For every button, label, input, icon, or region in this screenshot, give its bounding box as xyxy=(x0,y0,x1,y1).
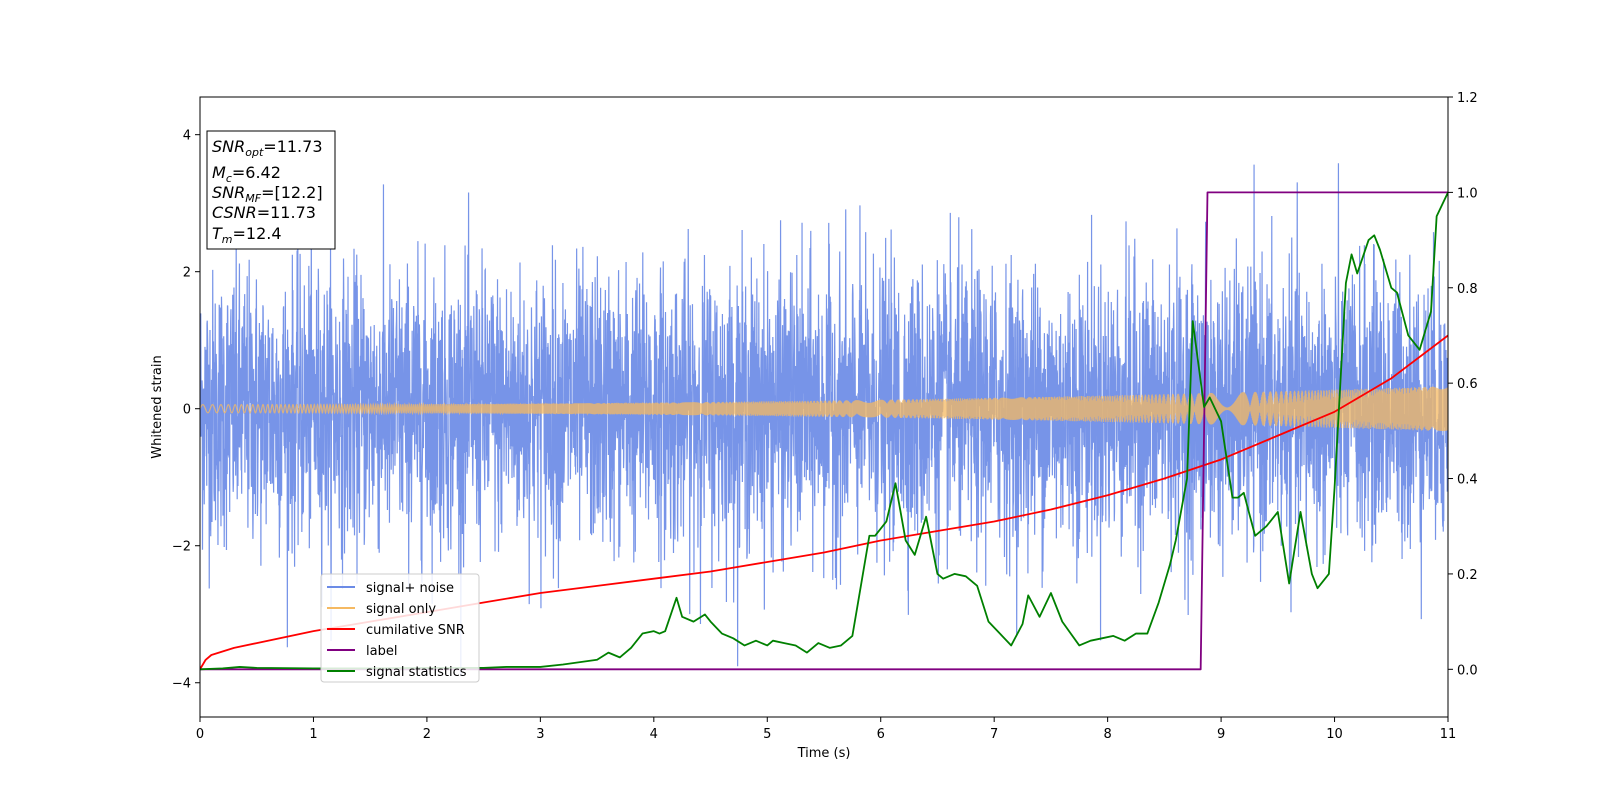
signal-only-line xyxy=(200,386,1448,432)
x-tick-label: 1 xyxy=(309,727,317,742)
y-axis-left-ticks: −4 −2 0 2 4 xyxy=(172,129,200,692)
x-tick-label: 6 xyxy=(877,727,885,742)
x-axis-ticks: 0 1 2 3 4 5 6 7 8 9 10 11 xyxy=(196,717,1456,742)
x-tick-label: 3 xyxy=(536,727,544,742)
legend-label-signal-only: signal only xyxy=(366,602,436,617)
series-signal-only xyxy=(200,386,1448,432)
y-left-tick-label: 0 xyxy=(183,403,191,418)
y-left-tick-label: 2 xyxy=(183,266,191,281)
cumilative-snr-line xyxy=(200,334,1448,670)
x-tick-label: 9 xyxy=(1217,727,1225,742)
annotation-tm: Tm=12.4 xyxy=(212,224,282,246)
label-line xyxy=(200,191,1448,671)
y-left-tick-label: −4 xyxy=(172,677,191,692)
y-left-tick-label: −2 xyxy=(172,540,191,555)
legend-label-signal-noise: signal+ noise xyxy=(366,581,454,596)
y-right-tick-label: 0.8 xyxy=(1457,282,1478,297)
y-right-tick-label: 0.6 xyxy=(1457,377,1478,392)
y-right-tick-label: 0.0 xyxy=(1457,663,1478,678)
x-tick-label: 11 xyxy=(1440,727,1457,742)
legend-label-cumilative-snr: cumilative SNR xyxy=(366,623,465,638)
legend-label-label: label xyxy=(366,644,397,659)
x-tick-label: 7 xyxy=(990,727,998,742)
x-tick-label: 10 xyxy=(1326,727,1343,742)
x-tick-label: 5 xyxy=(763,727,771,742)
annotation-csnr: CSNR=11.73 xyxy=(212,203,316,222)
legend: signal+ noise signal only cumilative SNR… xyxy=(320,573,480,683)
y-right-tick-label: 0.2 xyxy=(1457,568,1478,583)
annotation-box: SNRopt=11.73 Mc=6.42 SNRMF=[12.2] CSNR=1… xyxy=(206,130,336,250)
annotation-snr-opt: SNRopt=11.73 xyxy=(212,137,323,159)
signal-statistics-line xyxy=(200,191,1448,671)
y-axis-right-ticks: 0.0 0.2 0.4 0.6 0.8 1.0 1.2 xyxy=(1448,91,1478,678)
x-tick-label: 0 xyxy=(196,727,204,742)
y-right-tick-label: 0.4 xyxy=(1457,473,1478,488)
y-right-tick-label: 1.2 xyxy=(1457,91,1478,106)
annotation-frame xyxy=(206,130,336,250)
x-tick-label: 4 xyxy=(650,727,658,742)
series-lines xyxy=(200,191,1448,671)
legend-frame xyxy=(320,573,480,683)
axes-frame xyxy=(199,96,1449,718)
x-tick-label: 2 xyxy=(423,727,431,742)
annotation-mc: Mc=6.42 xyxy=(212,163,281,185)
x-tick-label: 8 xyxy=(1103,727,1111,742)
y-left-tick-label: 4 xyxy=(183,129,191,144)
y-right-tick-label: 1.0 xyxy=(1457,186,1478,201)
annotation-snr-mf: SNRMF=[12.2] xyxy=(212,183,323,205)
legend-label-signal-statistics: signal statistics xyxy=(366,665,467,680)
y-axis-label: Whitened strain xyxy=(150,355,165,458)
x-axis-label: Time (s) xyxy=(797,746,851,761)
